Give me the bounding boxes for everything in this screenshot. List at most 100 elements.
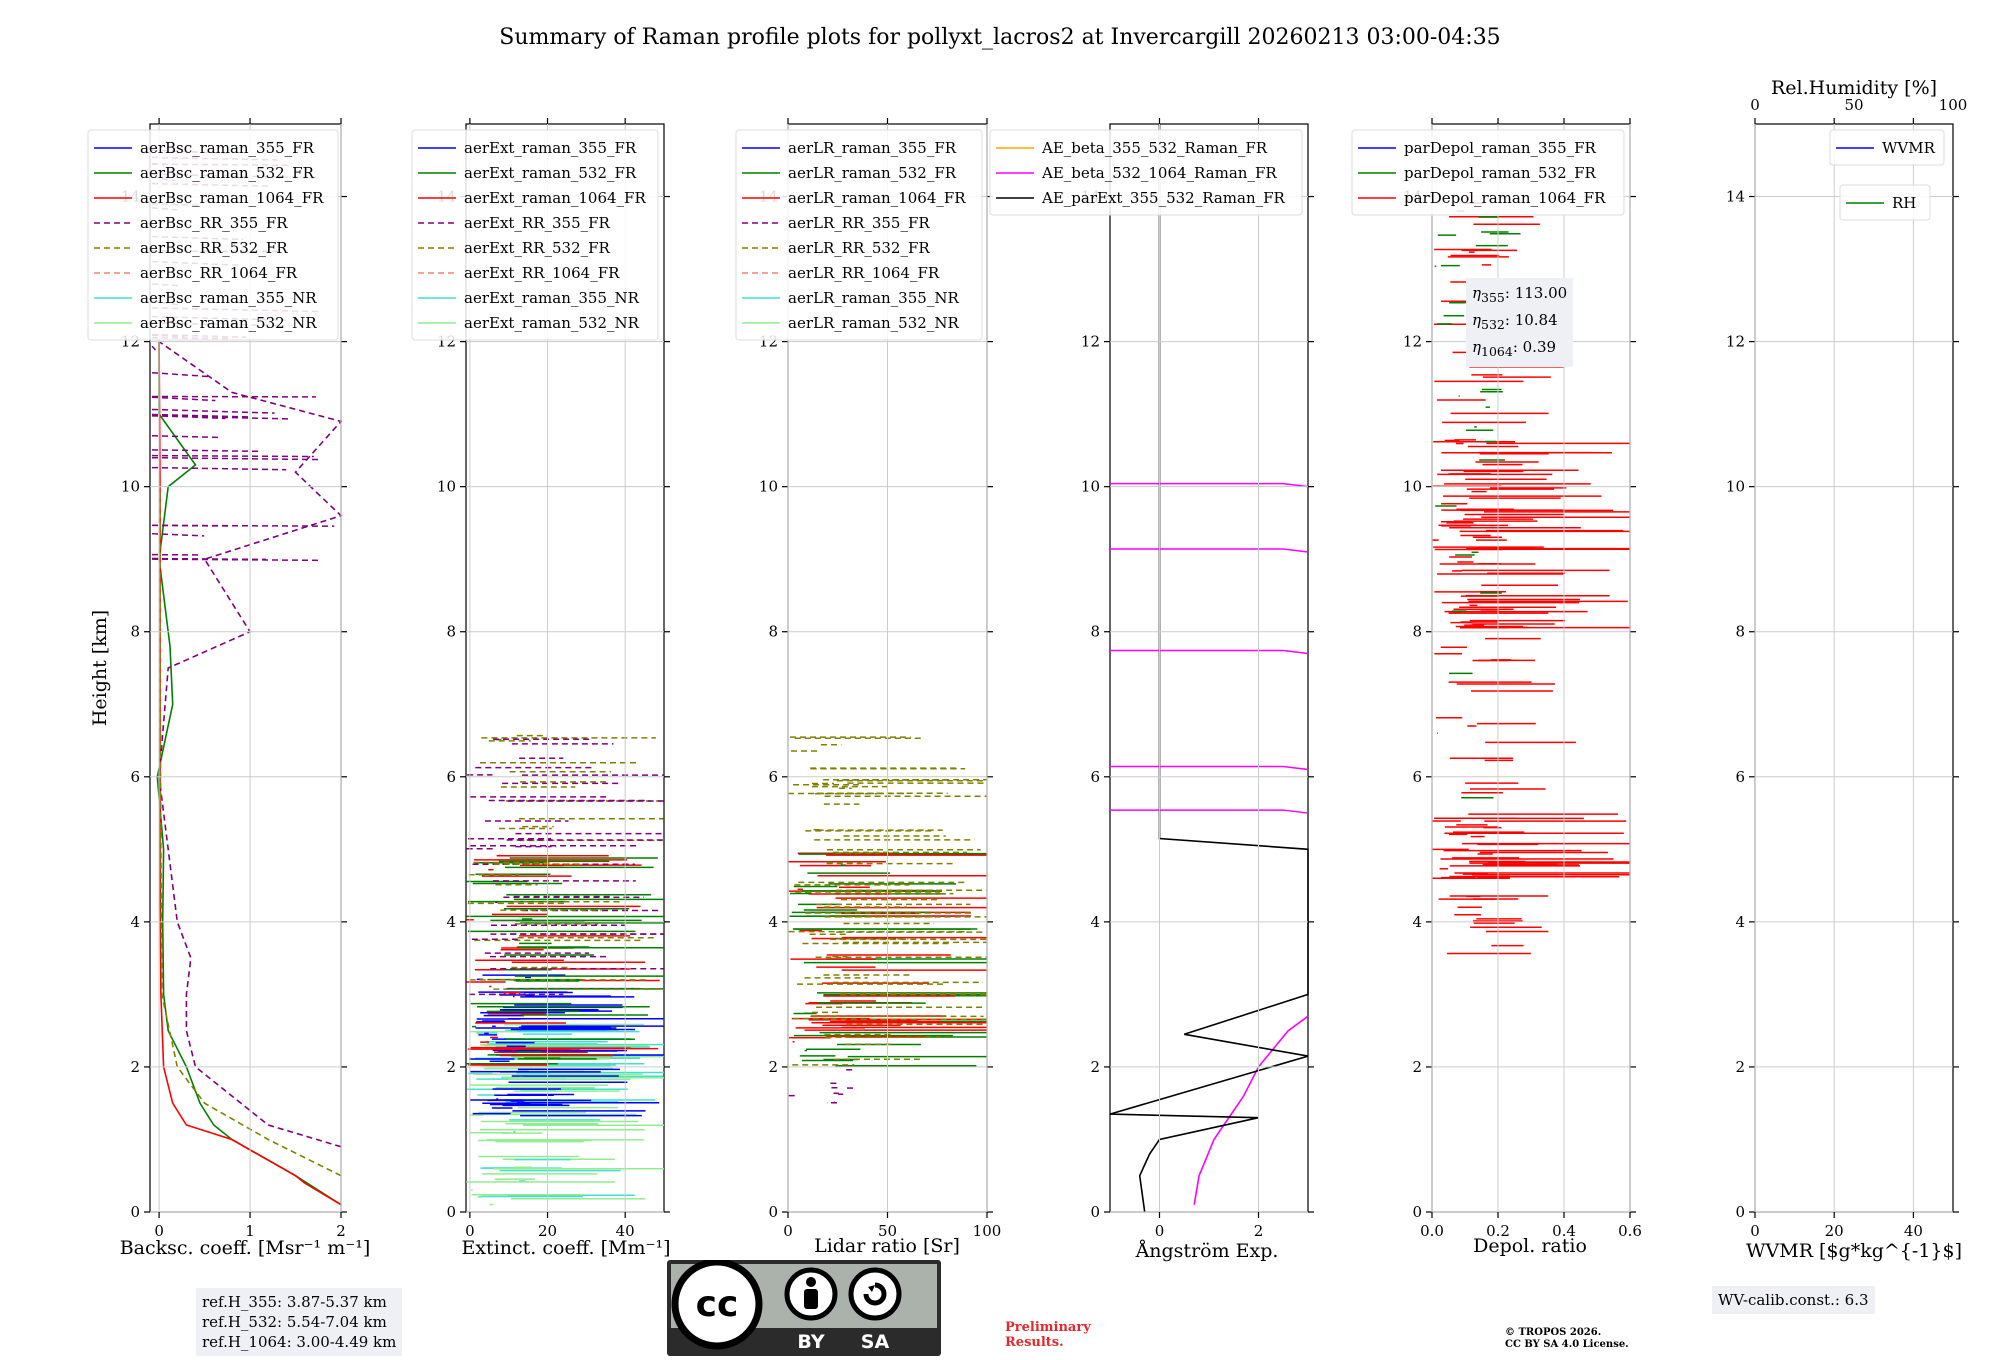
y-tick-label: 8: [1090, 623, 1100, 641]
copyright-note: © TROPOS 2026. CC BY SA 4.0 License.: [1505, 1327, 1629, 1350]
x-tick-label: 20: [1825, 1222, 1844, 1240]
y-tick-label: 0: [1735, 1203, 1745, 1221]
noise-streak: [151, 414, 226, 420]
legend-label: aerBsc_raman_355_FR: [140, 139, 315, 157]
legend-label: aerBsc_RR_1064_FR: [140, 264, 298, 282]
wv-calib-const: WV-calib.const.: 6.3: [1718, 1291, 1869, 1309]
rh-tick-label: 0: [1750, 96, 1760, 114]
x-tick-label: 0.4: [1552, 1222, 1576, 1240]
legend-label: parDepol_raman_1064_FR: [1404, 189, 1606, 207]
y-tick-label: 2: [446, 1058, 456, 1076]
legend-label: parDepol_raman_355_FR: [1404, 139, 1597, 157]
legend-label: aerBsc_raman_532_FR: [140, 164, 315, 182]
y-axis-label: Height [km]: [89, 610, 111, 726]
ref-height-532: ref.H_532: 5.54-7.04 km: [202, 1313, 387, 1331]
y-tick-label: 2: [1735, 1058, 1745, 1076]
eta-355: η355: 113.00: [1472, 284, 1568, 305]
x-axis-label: WVMR [$g*kg^{-1}$]: [1746, 1240, 1962, 1262]
legend-label: RH: [1892, 194, 1916, 212]
y-tick-label: 4: [1090, 913, 1100, 931]
panel-frame: [1754, 123, 1954, 1213]
cc-license-badge: cc BY SA: [667, 1260, 941, 1356]
noise-streak: [151, 532, 205, 537]
legend-label: aerExt_raman_355_NR: [464, 289, 640, 307]
y-tick-label: 4: [1735, 913, 1745, 931]
legend-label: aerLR_raman_355_NR: [788, 289, 959, 307]
y-tick-label: 12: [1726, 333, 1745, 351]
y-tick-label: 10: [1081, 478, 1100, 496]
ae-loop: [1110, 765, 1309, 771]
noise-streak: [151, 454, 314, 458]
y-tick-label: 4: [768, 913, 778, 931]
y-tick-label: 0: [130, 1203, 140, 1221]
legend-box: [411, 129, 659, 341]
noise-streak: [151, 413, 251, 418]
x-tick-label: 0.6: [1618, 1222, 1642, 1240]
legend-label: AE_beta_532_1064_Raman_FR: [1041, 164, 1277, 182]
legend-box: [1829, 129, 1945, 166]
y-tick-label: 4: [130, 913, 140, 931]
x-tick-label: 100: [973, 1222, 1002, 1240]
y-tick-label: 10: [437, 478, 456, 496]
y-tick-label: 8: [446, 623, 456, 641]
x-tick-label: 0.2: [1486, 1222, 1510, 1240]
legend-label: aerBsc_raman_355_NR: [140, 289, 317, 307]
x-tick-label: 0: [1155, 1222, 1165, 1240]
reference-height-box: ref.H_355: 3.87-5.37 km ref.H_532: 5.54-…: [196, 1288, 403, 1356]
legend-label: aerExt_RR_532_FR: [464, 239, 611, 257]
noise-streak: [151, 396, 216, 402]
legend-box: [989, 129, 1303, 216]
legend-label: aerExt_raman_355_FR: [464, 139, 637, 157]
ae-loop: [1110, 649, 1309, 655]
legend-label: aerLR_raman_355_FR: [788, 139, 957, 157]
legend-label: aerLR_raman_1064_FR: [788, 189, 966, 207]
y-tick-label: 6: [130, 768, 140, 786]
series-line-aerBsc_raman_532_FR: [156, 341, 342, 1206]
y-tick-label: 12: [1081, 333, 1100, 351]
y-tick-label: 10: [1726, 478, 1745, 496]
y-tick-label: 0: [768, 1203, 778, 1221]
noise-streak: [151, 456, 319, 461]
x-tick-label: 50: [878, 1222, 897, 1240]
legend-box: [87, 129, 339, 341]
y-tick-label: 0: [1412, 1203, 1422, 1221]
wvmr-x-ticks: 0 2 4 6 8 10 12 14 0 20 40: [1726, 118, 1959, 1240]
rh-x-ticks: 0 50 100: [1750, 96, 1967, 114]
x-axis-label: Depol. ratio: [1473, 1235, 1587, 1257]
legends: aerBsc_raman_355_FRaerBsc_raman_532_FRae…: [87, 129, 1945, 341]
legend-label: WVMR: [1882, 139, 1936, 157]
angstrom-marks: [1109, 124, 1309, 1213]
y-tick-label: 10: [121, 478, 140, 496]
eta-box: η355: 113.00 η532: 10.84 η1064: 0.39: [1466, 278, 1574, 367]
legend-label: aerBsc_raman_532_NR: [140, 314, 317, 332]
y-tick-label: 6: [1090, 768, 1100, 786]
y-tick-label: 2: [768, 1058, 778, 1076]
noise-streak: [151, 408, 275, 414]
cc-logo-text: cc: [696, 1284, 739, 1325]
noise-streak: [151, 345, 157, 351]
series-line-aerBsc_RR_355_FR: [158, 340, 343, 1148]
legend-box: [1351, 129, 1625, 216]
legend-label: aerLR_RR_532_FR: [788, 239, 930, 257]
lidar-ratio-marks: [788, 736, 987, 1104]
y-tick-label: 8: [1412, 623, 1422, 641]
x-axis-label: Ångström Exp.: [1135, 1240, 1279, 1262]
cc-icon: [671, 1260, 763, 1350]
x-tick-label: 0.0: [1420, 1222, 1444, 1240]
depol-marks: [1432, 202, 1630, 955]
panel-frame: [1109, 123, 1309, 1213]
series-line-AE_parExt_355_532_Raman_FR: [1109, 124, 1309, 1213]
x-axis-label: Lidar ratio [Sr]: [814, 1235, 960, 1257]
x-tick-label: 40: [1904, 1222, 1923, 1240]
eta-1064: η1064: 0.39: [1472, 338, 1557, 359]
wv-calib-box: WV-calib.const.: 6.3: [1712, 1286, 1875, 1314]
y-tick-label: 8: [768, 623, 778, 641]
y-tick-label: 6: [1735, 768, 1745, 786]
x-tick-label: 0: [1750, 1222, 1760, 1240]
y-tick-label: 14: [1726, 188, 1745, 206]
y-tick-label: 6: [446, 768, 456, 786]
y-tick-label: 2: [130, 1058, 140, 1076]
x-tick-label: 0: [154, 1222, 164, 1240]
